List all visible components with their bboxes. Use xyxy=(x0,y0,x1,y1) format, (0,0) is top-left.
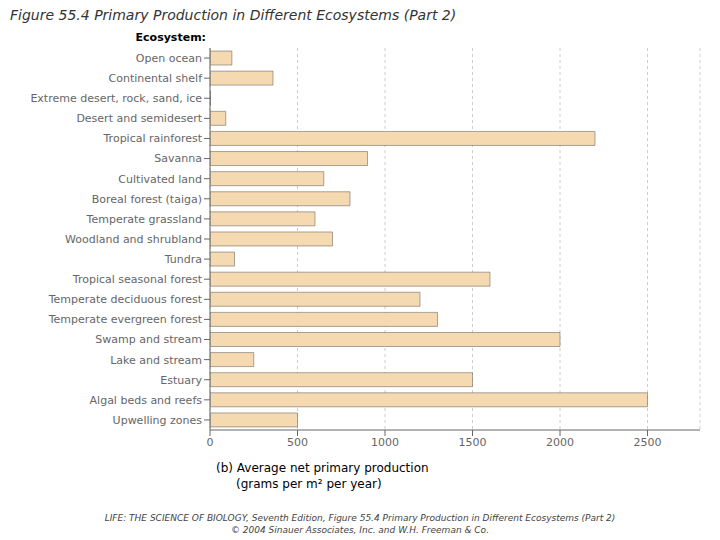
svg-text:Boreal forest (taiga): Boreal forest (taiga) xyxy=(92,193,202,206)
svg-text:Temperate deciduous forest: Temperate deciduous forest xyxy=(48,293,203,306)
svg-text:Desert and semidesert: Desert and semidesert xyxy=(76,112,202,125)
svg-text:0: 0 xyxy=(207,436,214,449)
svg-text:Cultivated land: Cultivated land xyxy=(118,173,202,186)
svg-text:1000: 1000 xyxy=(371,436,399,449)
svg-text:Temperate grassland: Temperate grassland xyxy=(86,213,202,226)
svg-text:2500: 2500 xyxy=(634,436,662,449)
html-text:Ecosystem:: Ecosystem: xyxy=(135,31,206,44)
html-text:© 2004 Sinauer Associates, Inc: © 2004 Sinauer Associates, Inc. and W.H.… xyxy=(231,525,489,535)
svg-text:Lake and stream: Lake and stream xyxy=(110,354,202,367)
svg-text:Temperate evergreen forest: Temperate evergreen forest xyxy=(48,313,203,326)
html-text:LIFE: THE SCIENCE OF BIOLOGY,: LIFE: THE SCIENCE OF BIOLOGY, Seventh Ed… xyxy=(104,513,616,523)
svg-text:Estuary: Estuary xyxy=(160,374,202,387)
svg-text:Tropical rainforest: Tropical rainforest xyxy=(103,132,203,145)
html-text:Figure 55.4 Primary Production: Figure 55.4 Primary Production in Differ… xyxy=(10,7,457,23)
html-text:(grams per m² per year): (grams per m² per year) xyxy=(236,477,382,491)
svg-text:Tropical seasonal forest: Tropical seasonal forest xyxy=(72,273,203,286)
svg-text:Tundra: Tundra xyxy=(164,253,202,266)
svg-text:2000: 2000 xyxy=(546,436,574,449)
svg-text:500: 500 xyxy=(287,436,308,449)
svg-text:Upwelling zones: Upwelling zones xyxy=(113,414,203,427)
svg-text:Swamp and stream: Swamp and stream xyxy=(95,333,202,346)
svg-text:1500: 1500 xyxy=(459,436,487,449)
svg-text:Woodland and shrubland: Woodland and shrubland xyxy=(65,233,202,246)
svg-text:Continental shelf: Continental shelf xyxy=(109,72,204,85)
svg-text:Extreme desert, rock, sand, ic: Extreme desert, rock, sand, ice xyxy=(30,92,202,105)
html-text:(b) Average net primary produc: (b) Average net primary production xyxy=(216,461,429,475)
svg-text:Savanna: Savanna xyxy=(154,152,202,165)
svg-text:Open ocean: Open ocean xyxy=(136,52,202,65)
svg-text:Algal beds and reefs: Algal beds and reefs xyxy=(90,394,203,407)
